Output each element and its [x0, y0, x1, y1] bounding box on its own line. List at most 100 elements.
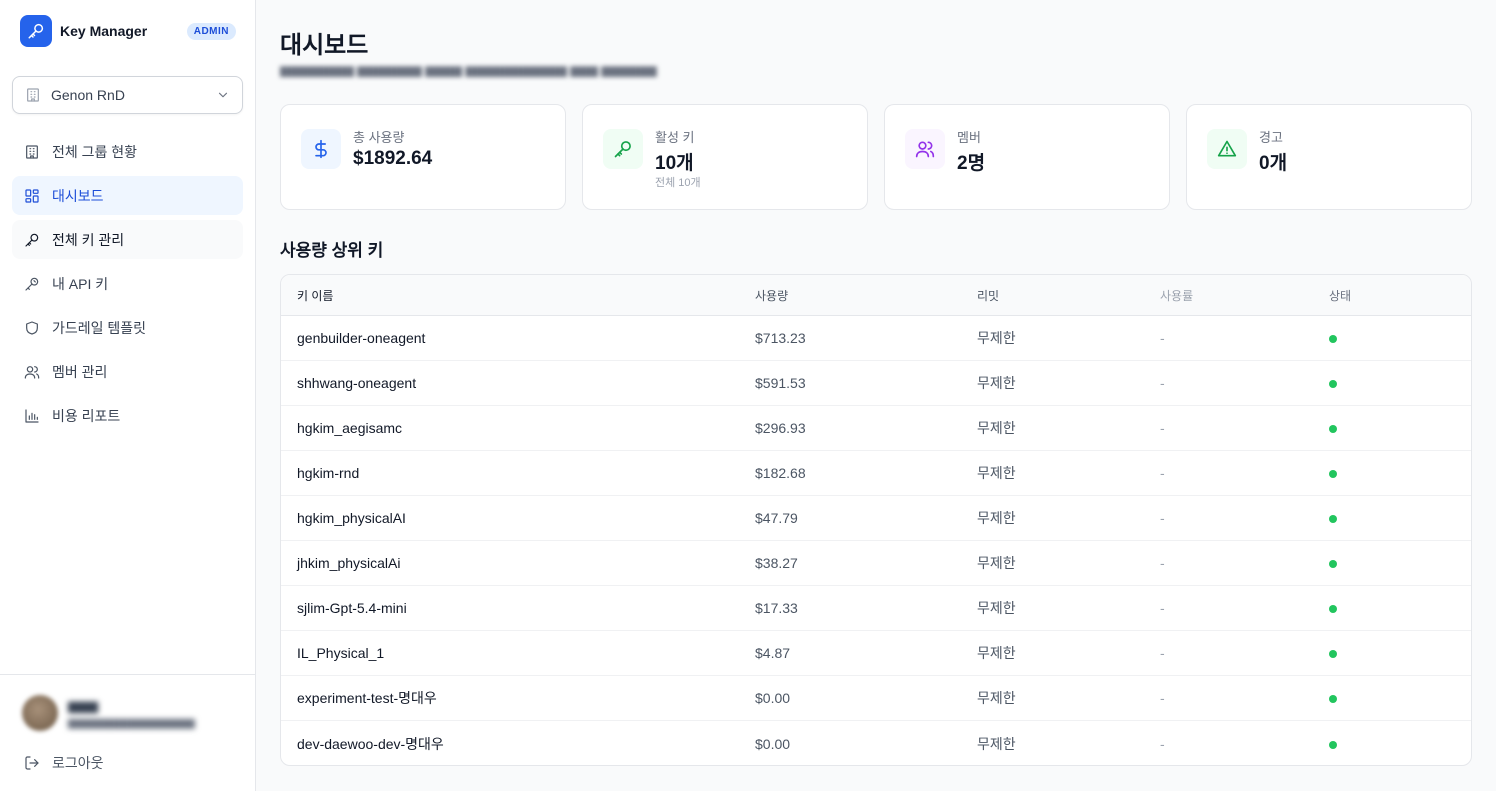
status-cell	[1329, 465, 1449, 481]
table-row[interactable]: hgkim_aegisamc $296.93 무제한 -	[281, 406, 1471, 451]
status-active-dot	[1329, 425, 1337, 433]
status-cell	[1329, 645, 1449, 661]
key-name-cell: experiment-test-명대우	[297, 690, 437, 706]
logout-icon	[24, 755, 40, 771]
sidebar-item-label: 비용 리포트	[52, 407, 121, 424]
building-icon	[25, 87, 41, 103]
sidebar-item-my-api-keys[interactable]: 내 API 키	[12, 264, 243, 303]
dashboard-icon	[24, 188, 40, 204]
key-name-cell: sjlim-Gpt-5.4-mini	[297, 600, 407, 616]
status-cell	[1329, 510, 1449, 526]
table-row[interactable]: hgkim-rnd $182.68 무제한 -	[281, 451, 1471, 496]
key-name-cell: dev-daewoo-dev-명대우	[297, 735, 444, 752]
stat-sub: 전체 10개	[655, 177, 701, 189]
sidebar-item-all-groups[interactable]: 전체 그룹 현황	[12, 132, 243, 171]
usage-cell: $591.53	[755, 375, 806, 391]
page-subtitle-redacted: ▆▆▆▆▆▆▆▆ ▆▆▆▆▆▆▆ ▆▆▆▆ ▆▆▆▆▆▆▆▆▆▆▆ ▆▆▆ ▆▆…	[280, 63, 657, 77]
usage-rate-cell: -	[1160, 420, 1165, 436]
usage-rate-cell: -	[1160, 645, 1165, 661]
status-cell	[1329, 555, 1449, 571]
user-email-redacted: ▆▆▆▆▆▆▆▆▆▆▆▆▆▆▆	[68, 716, 195, 729]
org-selected-value: Genon RnD	[51, 87, 125, 103]
key-icon	[603, 129, 643, 169]
usage-cell: $713.23	[755, 330, 806, 346]
usage-rate-cell: -	[1160, 735, 1165, 752]
status-active-dot	[1329, 650, 1337, 658]
stat-cards: 총 사용량 $1892.64 활성 키 10개 전체 10개 멤버 2명 경고 …	[280, 104, 1472, 210]
sidebar-item-cost-report[interactable]: 비용 리포트	[12, 396, 243, 435]
usage-cell: $182.68	[755, 465, 806, 481]
usage-rate-cell: -	[1160, 600, 1165, 616]
status-active-dot	[1329, 695, 1337, 703]
status-active-dot	[1329, 470, 1337, 478]
sidebar-item-guardrail-templates[interactable]: 가드레일 템플릿	[12, 308, 243, 347]
user-profile[interactable]: ▆▆▆ ▆▆▆▆▆▆▆▆▆▆▆▆▆▆▆	[22, 695, 195, 731]
table-header: 키 이름 사용량 리밋 사용률 상태	[281, 275, 1471, 316]
usage-cell: $296.93	[755, 420, 806, 436]
column-header-key-name[interactable]: 키 이름	[297, 288, 334, 303]
key-name-cell: jhkim_physicalAi	[297, 555, 401, 571]
status-cell	[1329, 375, 1449, 391]
table-row[interactable]: experiment-test-명대우 $0.00 무제한 -	[281, 676, 1471, 721]
logout-label: 로그아웃	[52, 755, 104, 771]
limit-cell: 무제한	[977, 330, 1016, 346]
user-name-redacted: ▆▆▆	[68, 697, 98, 713]
limit-cell: 무제한	[977, 420, 1016, 436]
key-name-cell: hgkim_physicalAI	[297, 510, 406, 526]
stat-value: 10개	[655, 153, 694, 174]
sidebar-item-label: 가드레일 템플릿	[52, 319, 147, 336]
limit-cell: 무제한	[977, 555, 1016, 571]
key-name-cell: hgkim_aegisamc	[297, 420, 403, 436]
logout-button[interactable]: 로그아웃	[24, 753, 104, 773]
org-selector[interactable]: Genon RnD	[12, 76, 243, 114]
status-active-dot	[1329, 605, 1337, 613]
section-title-top-keys: 사용량 상위 키	[280, 241, 384, 260]
table-row[interactable]: dev-daewoo-dev-명대우 $0.00 무제한 -	[281, 721, 1471, 765]
page-title: 대시보드	[280, 32, 369, 59]
sidebar-item-dashboard[interactable]: 대시보드	[12, 176, 243, 215]
users-icon	[905, 129, 945, 169]
limit-cell: 무제한	[977, 600, 1016, 616]
building-icon	[24, 144, 40, 160]
table-row[interactable]: genbuilder-oneagent $713.23 무제한 -	[281, 316, 1471, 361]
stat-value: 2명	[957, 153, 986, 174]
dollar-icon	[301, 129, 341, 169]
column-header-usage-rate[interactable]: 사용률	[1160, 288, 1194, 303]
chevron-down-icon	[216, 88, 230, 102]
key-outline-icon	[24, 276, 40, 292]
status-active-dot	[1329, 740, 1337, 749]
status-cell	[1329, 420, 1449, 436]
column-header-limit[interactable]: 리밋	[977, 288, 1000, 303]
usage-cell: $38.27	[755, 555, 798, 571]
status-active-dot	[1329, 515, 1337, 523]
sidebar-item-members[interactable]: 멤버 관리	[12, 352, 243, 391]
top-keys-table: 키 이름 사용량 리밋 사용률 상태 genbuilder-oneagent $7…	[280, 274, 1472, 766]
usage-rate-cell: -	[1160, 510, 1165, 526]
usage-rate-cell: -	[1160, 690, 1165, 706]
usage-rate-cell: -	[1160, 465, 1165, 481]
column-header-usage[interactable]: 사용량	[755, 288, 789, 303]
usage-cell: $0.00	[755, 690, 791, 706]
stat-value: $1892.64	[353, 148, 433, 169]
usage-cell: $0.00	[755, 735, 791, 752]
status-cell	[1329, 736, 1449, 752]
status-active-dot	[1329, 380, 1337, 388]
users-icon	[24, 364, 40, 380]
status-active-dot	[1329, 560, 1337, 568]
sidebar-item-all-keys[interactable]: 전체 키 관리	[12, 220, 243, 259]
sidebar-item-label: 내 API 키	[52, 275, 109, 292]
warning-icon	[1207, 129, 1247, 169]
table-row[interactable]: IL_Physical_1 $4.87 무제한 -	[281, 631, 1471, 676]
table-row[interactable]: sjlim-Gpt-5.4-mini $17.33 무제한 -	[281, 586, 1471, 631]
limit-cell: 무제한	[977, 690, 1016, 706]
table-row[interactable]: jhkim_physicalAi $38.27 무제한 -	[281, 541, 1471, 586]
shield-icon	[24, 320, 40, 336]
app-logo-key-icon	[20, 15, 52, 47]
limit-cell: 무제한	[977, 510, 1016, 526]
role-badge: ADMIN	[186, 22, 236, 40]
sidebar-nav: 전체 그룹 현황 대시보드 전체 키 관리 내 API 키 가드레일 템플릿	[12, 132, 243, 440]
column-header-status[interactable]: 상태	[1329, 288, 1352, 303]
table-row[interactable]: shhwang-oneagent $591.53 무제한 -	[281, 361, 1471, 406]
table-row[interactable]: hgkim_physicalAI $47.79 무제한 -	[281, 496, 1471, 541]
status-cell	[1329, 330, 1449, 346]
